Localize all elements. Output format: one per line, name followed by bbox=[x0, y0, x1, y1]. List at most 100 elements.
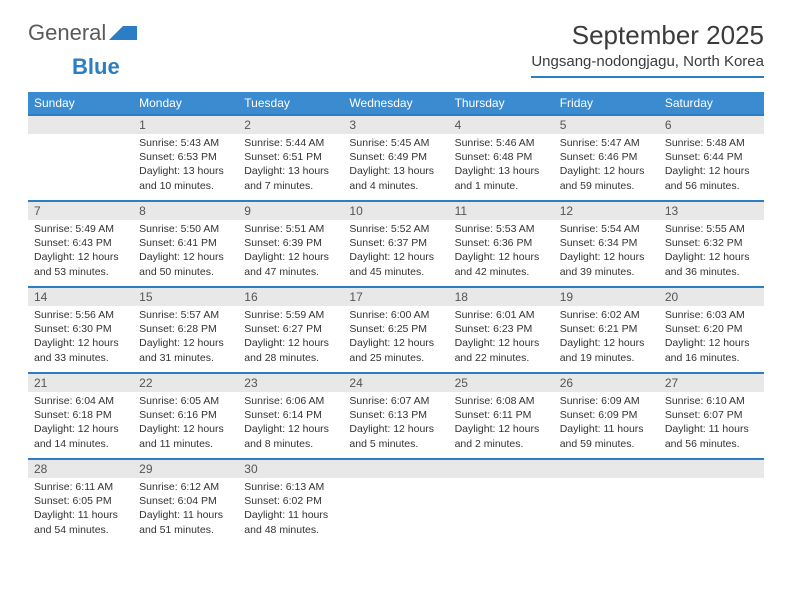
day-cell-body bbox=[28, 134, 133, 200]
day-info-line: Sunset: 6:07 PM bbox=[665, 408, 758, 422]
day-number-cell: 24 bbox=[343, 373, 448, 392]
day-info-line: Daylight: 13 hours bbox=[244, 164, 337, 178]
day-info-line: and 10 minutes. bbox=[139, 179, 232, 193]
day-cell-body: Sunrise: 6:06 AMSunset: 6:14 PMDaylight:… bbox=[238, 392, 343, 458]
day-info-line: Sunset: 6:27 PM bbox=[244, 322, 337, 336]
day-cell: Sunrise: 6:10 AMSunset: 6:07 PMDaylight:… bbox=[659, 392, 764, 459]
day-cell-body: Sunrise: 6:03 AMSunset: 6:20 PMDaylight:… bbox=[659, 306, 764, 372]
day-info-line: Sunset: 6:44 PM bbox=[665, 150, 758, 164]
day-info-line: Sunset: 6:36 PM bbox=[455, 236, 548, 250]
day-number: 24 bbox=[343, 374, 448, 392]
day-number-cell: 6 bbox=[659, 115, 764, 134]
day-info-line: Sunrise: 6:06 AM bbox=[244, 394, 337, 408]
day-info-line: Daylight: 12 hours bbox=[244, 250, 337, 264]
day-number: 15 bbox=[133, 288, 238, 306]
day-info-line: Sunset: 6:51 PM bbox=[244, 150, 337, 164]
day-number-cell: 1 bbox=[133, 115, 238, 134]
day-number-cell: 16 bbox=[238, 287, 343, 306]
day-cell-body bbox=[554, 478, 659, 544]
day-number: 17 bbox=[343, 288, 448, 306]
day-info-line: Sunrise: 6:01 AM bbox=[455, 308, 548, 322]
day-number-cell: 19 bbox=[554, 287, 659, 306]
day-number-cell bbox=[554, 459, 659, 478]
day-info-line: and 51 minutes. bbox=[139, 523, 232, 537]
day-cell-body: Sunrise: 5:52 AMSunset: 6:37 PMDaylight:… bbox=[343, 220, 448, 286]
day-cell: Sunrise: 5:45 AMSunset: 6:49 PMDaylight:… bbox=[343, 134, 448, 201]
day-number: 10 bbox=[343, 202, 448, 220]
day-info-line: Daylight: 12 hours bbox=[560, 164, 653, 178]
day-info-line: Sunset: 6:53 PM bbox=[139, 150, 232, 164]
day-cell-body: Sunrise: 6:08 AMSunset: 6:11 PMDaylight:… bbox=[449, 392, 554, 458]
month-title: September 2025 bbox=[531, 20, 764, 51]
day-cell: Sunrise: 5:51 AMSunset: 6:39 PMDaylight:… bbox=[238, 220, 343, 287]
day-info-line: Sunset: 6:14 PM bbox=[244, 408, 337, 422]
day-info-line: Daylight: 11 hours bbox=[139, 508, 232, 522]
day-info-line: and 19 minutes. bbox=[560, 351, 653, 365]
day-cell-body bbox=[343, 478, 448, 544]
day-info-line: and 50 minutes. bbox=[139, 265, 232, 279]
day-info-line: Daylight: 11 hours bbox=[560, 422, 653, 436]
calendar-table: SundayMondayTuesdayWednesdayThursdayFrid… bbox=[28, 92, 764, 544]
day-cell: Sunrise: 6:05 AMSunset: 6:16 PMDaylight:… bbox=[133, 392, 238, 459]
day-info-line: Daylight: 12 hours bbox=[455, 422, 548, 436]
calendar-body: 123456Sunrise: 5:43 AMSunset: 6:53 PMDay… bbox=[28, 115, 764, 544]
day-number-cell: 14 bbox=[28, 287, 133, 306]
day-cell: Sunrise: 6:01 AMSunset: 6:23 PMDaylight:… bbox=[449, 306, 554, 373]
day-info-line: Sunset: 6:18 PM bbox=[34, 408, 127, 422]
day-info-line: Daylight: 12 hours bbox=[560, 336, 653, 350]
day-info-line: Sunrise: 5:56 AM bbox=[34, 308, 127, 322]
day-number: 18 bbox=[449, 288, 554, 306]
day-info-line: and 2 minutes. bbox=[455, 437, 548, 451]
day-number-cell: 20 bbox=[659, 287, 764, 306]
day-cell: Sunrise: 6:02 AMSunset: 6:21 PMDaylight:… bbox=[554, 306, 659, 373]
day-info-line: Daylight: 13 hours bbox=[139, 164, 232, 178]
day-cell: Sunrise: 5:49 AMSunset: 6:43 PMDaylight:… bbox=[28, 220, 133, 287]
day-info-line: Sunrise: 6:07 AM bbox=[349, 394, 442, 408]
day-cell: Sunrise: 5:44 AMSunset: 6:51 PMDaylight:… bbox=[238, 134, 343, 201]
day-number: 23 bbox=[238, 374, 343, 392]
day-cell: Sunrise: 5:53 AMSunset: 6:36 PMDaylight:… bbox=[449, 220, 554, 287]
day-info-line: and 4 minutes. bbox=[349, 179, 442, 193]
day-number: 16 bbox=[238, 288, 343, 306]
day-info-line: Sunset: 6:41 PM bbox=[139, 236, 232, 250]
weekday-header: Saturday bbox=[659, 92, 764, 115]
day-number: 22 bbox=[133, 374, 238, 392]
day-number-cell: 29 bbox=[133, 459, 238, 478]
day-info-line: and 53 minutes. bbox=[34, 265, 127, 279]
day-info-line: and 48 minutes. bbox=[244, 523, 337, 537]
day-number-cell: 11 bbox=[449, 201, 554, 220]
day-info-line: Sunrise: 6:02 AM bbox=[560, 308, 653, 322]
day-info-line: Daylight: 12 hours bbox=[139, 250, 232, 264]
calendar-head: SundayMondayTuesdayWednesdayThursdayFrid… bbox=[28, 92, 764, 115]
day-info-line: Sunrise: 5:55 AM bbox=[665, 222, 758, 236]
day-info-line: Sunrise: 5:51 AM bbox=[244, 222, 337, 236]
day-number-cell: 18 bbox=[449, 287, 554, 306]
day-number-cell: 10 bbox=[343, 201, 448, 220]
day-cell-body: Sunrise: 6:11 AMSunset: 6:05 PMDaylight:… bbox=[28, 478, 133, 544]
day-info-line: and 8 minutes. bbox=[244, 437, 337, 451]
day-info-line: Daylight: 12 hours bbox=[665, 250, 758, 264]
day-info-line: Sunrise: 6:08 AM bbox=[455, 394, 548, 408]
day-number: 29 bbox=[133, 460, 238, 478]
day-number: 2 bbox=[238, 116, 343, 134]
weekday-header: Friday bbox=[554, 92, 659, 115]
day-number: 26 bbox=[554, 374, 659, 392]
day-cell-body bbox=[659, 478, 764, 544]
day-info-line: and 54 minutes. bbox=[34, 523, 127, 537]
day-info-line: Sunrise: 6:10 AM bbox=[665, 394, 758, 408]
day-number-cell: 8 bbox=[133, 201, 238, 220]
day-cell bbox=[343, 478, 448, 544]
day-cell-body: Sunrise: 5:48 AMSunset: 6:44 PMDaylight:… bbox=[659, 134, 764, 200]
day-number: 20 bbox=[659, 288, 764, 306]
day-number: 28 bbox=[28, 460, 133, 478]
day-cell-body: Sunrise: 5:46 AMSunset: 6:48 PMDaylight:… bbox=[449, 134, 554, 200]
day-info-line: Sunrise: 5:49 AM bbox=[34, 222, 127, 236]
day-cell-body: Sunrise: 6:07 AMSunset: 6:13 PMDaylight:… bbox=[343, 392, 448, 458]
day-cell-body: Sunrise: 5:44 AMSunset: 6:51 PMDaylight:… bbox=[238, 134, 343, 200]
day-cell: Sunrise: 5:57 AMSunset: 6:28 PMDaylight:… bbox=[133, 306, 238, 373]
day-cell: Sunrise: 6:07 AMSunset: 6:13 PMDaylight:… bbox=[343, 392, 448, 459]
day-cell-body: Sunrise: 6:00 AMSunset: 6:25 PMDaylight:… bbox=[343, 306, 448, 372]
day-number: 12 bbox=[554, 202, 659, 220]
day-number: 30 bbox=[238, 460, 343, 478]
day-number-cell bbox=[28, 115, 133, 134]
